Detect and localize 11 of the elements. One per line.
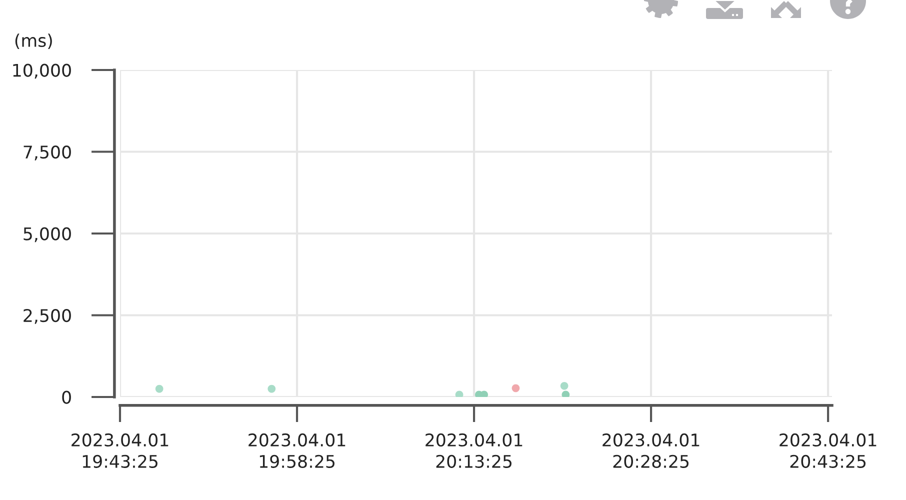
y-tick-label: 5,000 xyxy=(24,227,71,242)
y-tick-label: 7,500 xyxy=(24,145,71,160)
x-tick-label: 2023.04.01 20:13:25 xyxy=(426,433,522,468)
x-tick-label: 2023.04.01 20:43:25 xyxy=(780,433,876,468)
y-tick-label: 10,000 xyxy=(13,64,71,79)
x-tick-label: 2023.04.01 19:58:25 xyxy=(248,433,346,468)
x-tick-label: 2023.04.01 20:28:25 xyxy=(602,433,700,468)
x-tick-label: 2023.04.01 19:43:25 xyxy=(72,433,168,468)
y-tick-label: 2,500 xyxy=(24,308,71,324)
y-axis-title: (ms) xyxy=(15,34,52,50)
y-tick-label: 0 xyxy=(62,390,71,404)
